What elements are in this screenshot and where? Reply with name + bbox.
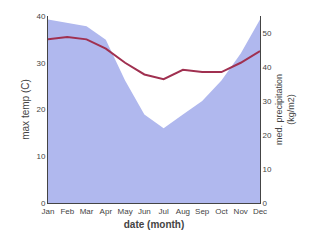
svg-text:50: 50 bbox=[263, 29, 272, 38]
svg-text:Sep: Sep bbox=[195, 207, 210, 216]
svg-text:10: 10 bbox=[36, 152, 45, 161]
svg-text:30: 30 bbox=[36, 59, 45, 68]
svg-text:20: 20 bbox=[263, 131, 272, 140]
svg-text:Oct: Oct bbox=[215, 207, 228, 216]
svg-text:Nov: Nov bbox=[234, 207, 248, 216]
svg-text:Apr: Apr bbox=[100, 207, 113, 216]
svg-text:30: 30 bbox=[263, 97, 272, 106]
svg-text:Jul: Jul bbox=[159, 207, 169, 216]
svg-text:40: 40 bbox=[263, 63, 272, 72]
svg-text:20: 20 bbox=[36, 105, 45, 114]
svg-text:Mar: Mar bbox=[80, 207, 94, 216]
svg-text:0: 0 bbox=[263, 199, 268, 208]
svg-text:Dec: Dec bbox=[253, 207, 267, 216]
svg-text:0: 0 bbox=[41, 199, 46, 208]
svg-text:max temp (C): max temp (C) bbox=[20, 79, 31, 140]
svg-text:med. precipitation(kg/m2): med. precipitation(kg/m2) bbox=[274, 74, 296, 145]
svg-text:Jun: Jun bbox=[138, 207, 151, 216]
svg-text:10: 10 bbox=[263, 165, 272, 174]
svg-text:Aug: Aug bbox=[176, 207, 190, 216]
svg-text:May: May bbox=[118, 207, 133, 216]
svg-text:Jan: Jan bbox=[42, 207, 55, 216]
svg-text:Feb: Feb bbox=[60, 207, 74, 216]
svg-text:date (month): date (month) bbox=[124, 219, 185, 230]
svg-text:40: 40 bbox=[36, 12, 45, 21]
